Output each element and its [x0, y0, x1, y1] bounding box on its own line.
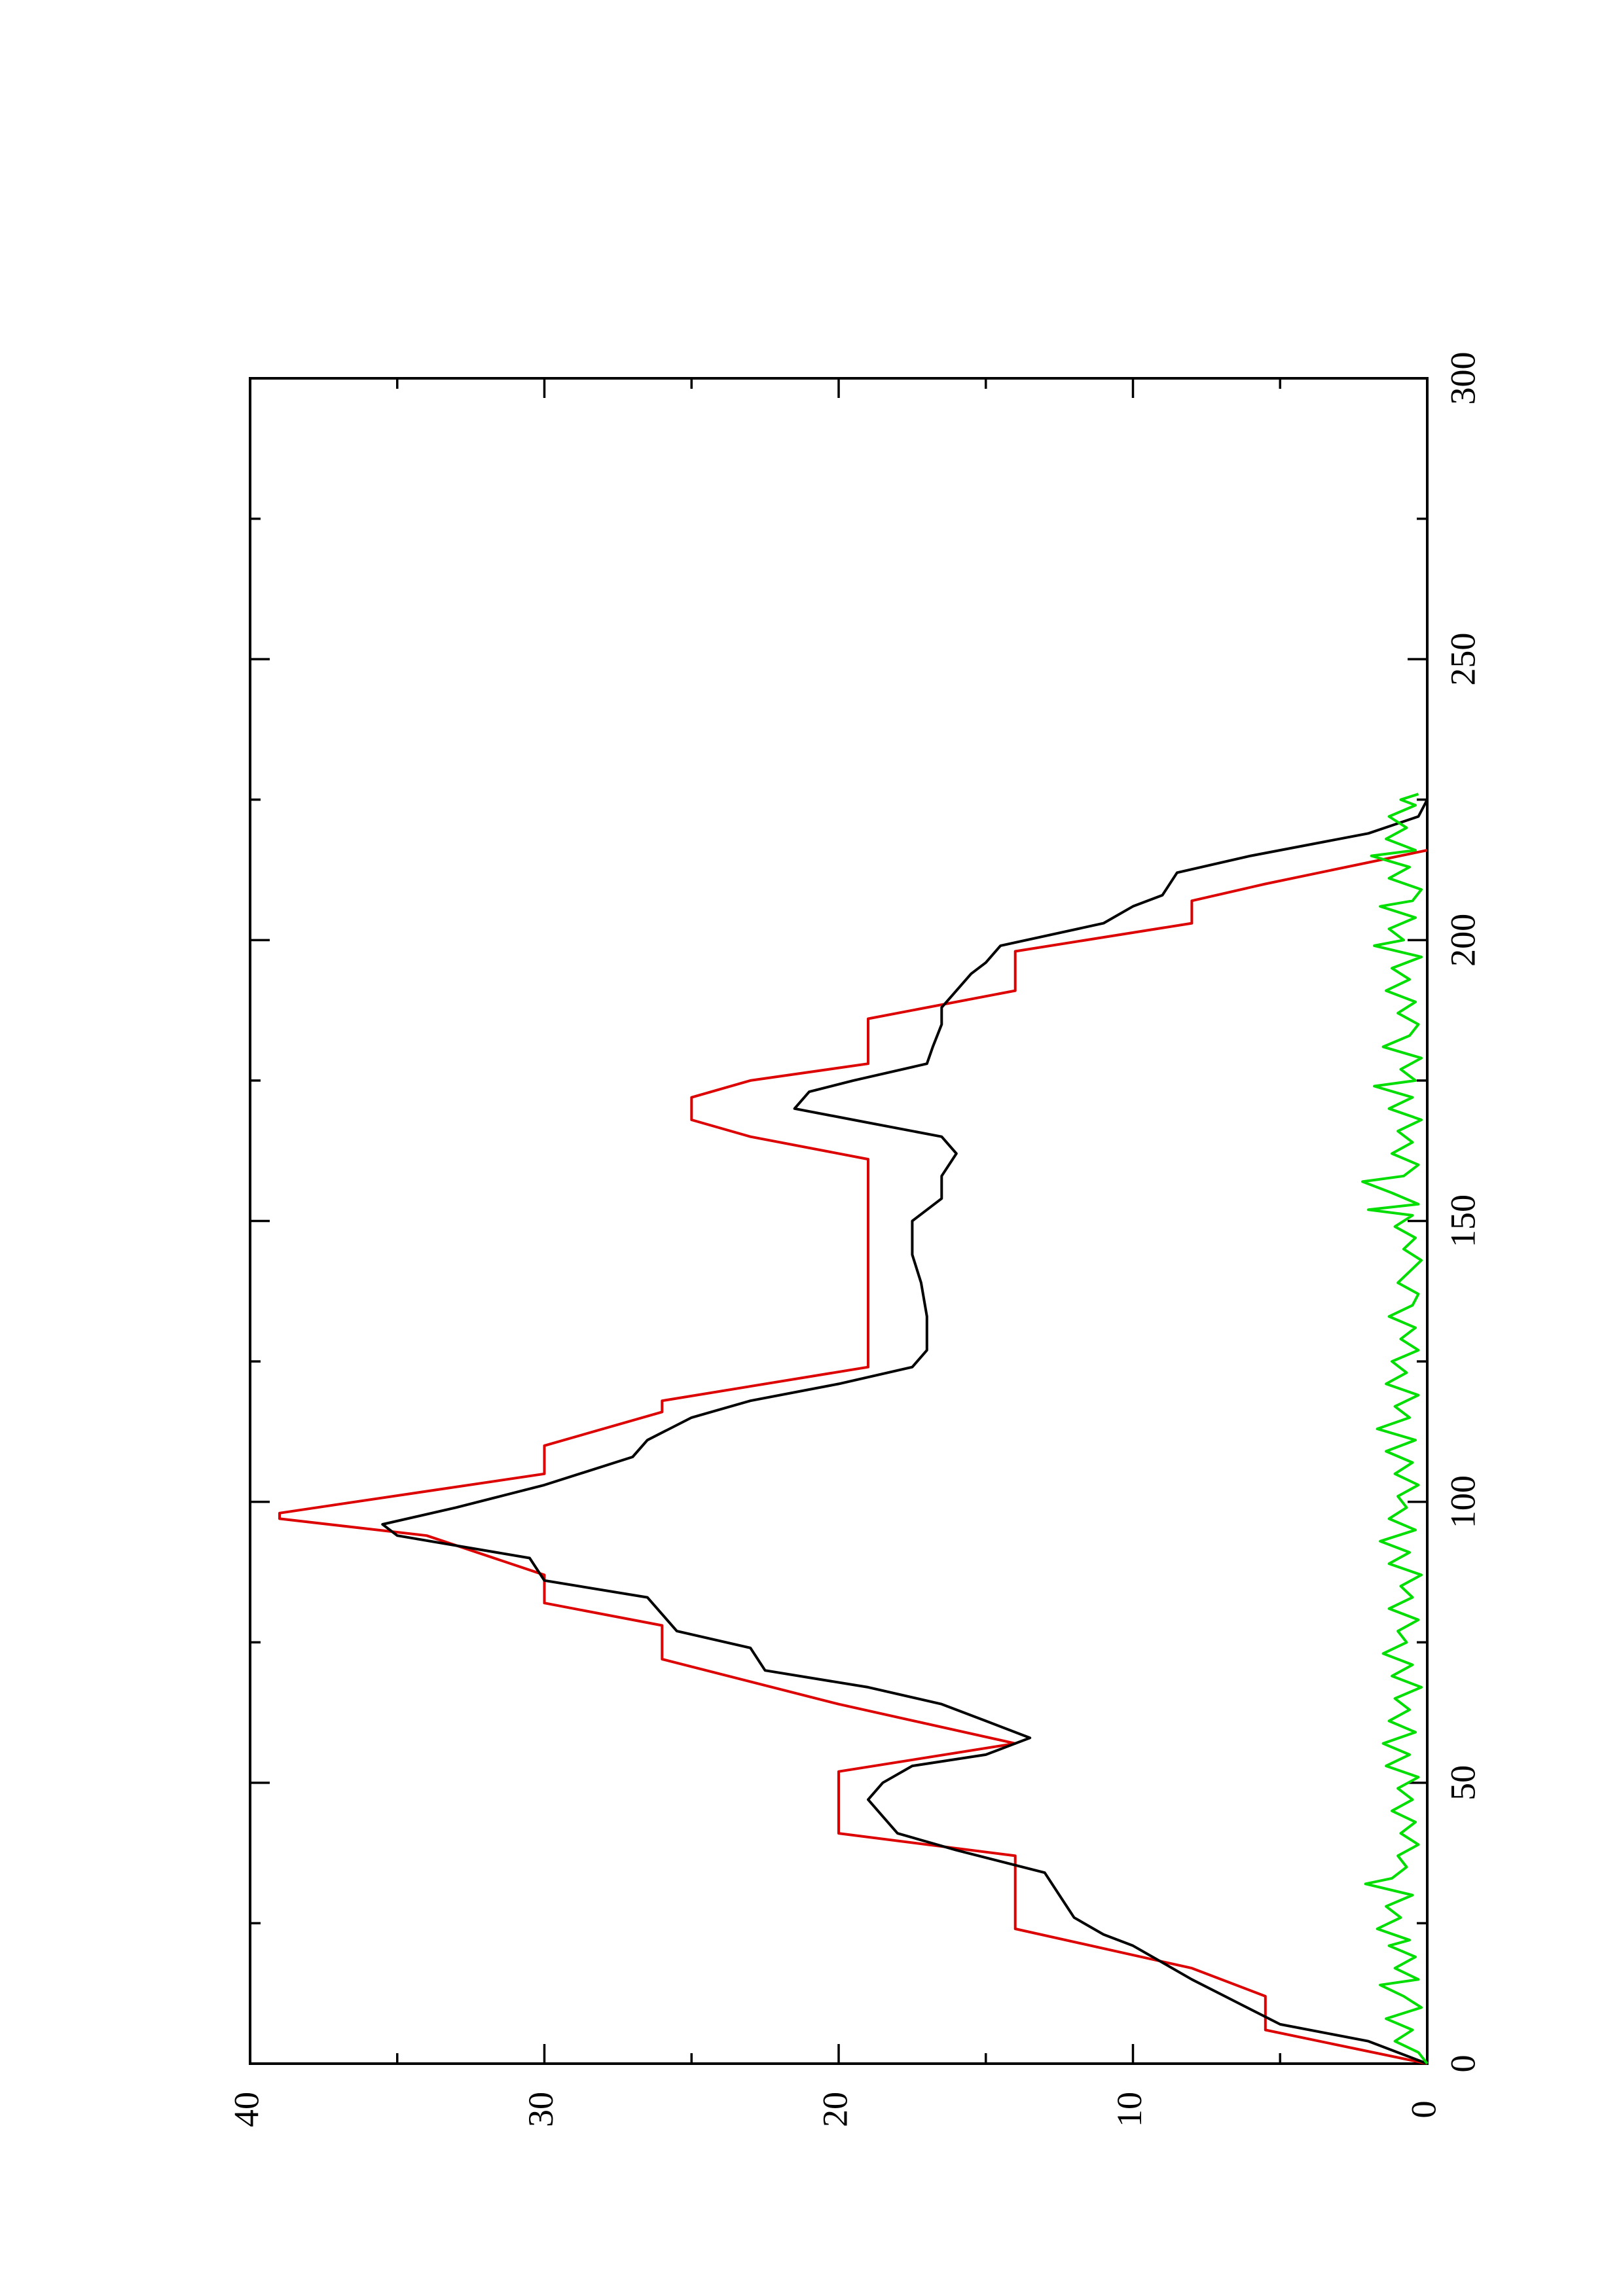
x-tick-label: 100: [1443, 1475, 1482, 1528]
series-line-2: [381, 798, 1429, 2065]
chart-axes: 0 50 100 150 200 250 300 0 10 20 30 40: [227, 352, 1482, 2128]
y-tick-label: 30: [521, 2092, 560, 2127]
series-line-3: [1361, 793, 1429, 2065]
chart-series: [278, 793, 1429, 2065]
y-tick-label: 20: [815, 2092, 854, 2127]
series-line-1: [278, 849, 1428, 2065]
y-tick-label: 10: [1110, 2092, 1149, 2127]
x-tick-label: 300: [1443, 352, 1482, 405]
y-tick-label: 0: [1404, 2101, 1443, 2119]
x-tick-label: 0: [1443, 2055, 1482, 2073]
x-tick-label: 200: [1443, 914, 1482, 967]
x-tick-label: 50: [1443, 1765, 1482, 1801]
x-tick-label: 150: [1443, 1194, 1482, 1247]
y-tick-label: 40: [227, 2092, 266, 2127]
x-tick-label: 250: [1443, 633, 1482, 686]
